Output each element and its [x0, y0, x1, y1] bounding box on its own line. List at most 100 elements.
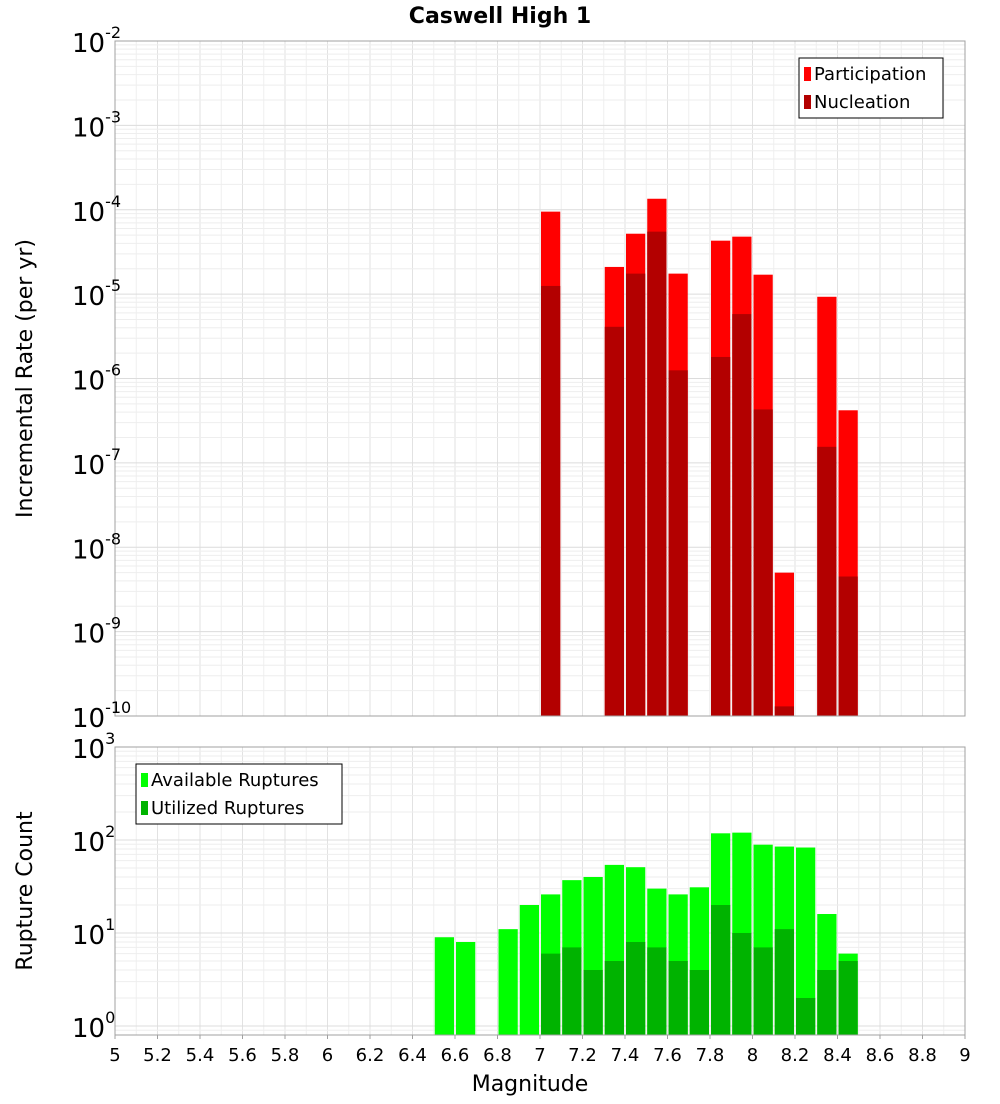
x-tick-label: 6.6 [441, 1045, 470, 1066]
x-tick-label: 5.4 [186, 1045, 215, 1066]
bar-secondary [838, 960, 858, 1035]
bar-secondary [796, 997, 816, 1035]
bar-secondary [732, 314, 752, 716]
y-axis-label: Rupture Count [13, 811, 38, 971]
x-tick-label: 7 [534, 1045, 545, 1066]
bar-secondary [604, 326, 624, 716]
plot-panel-top: 10-1010-910-810-710-610-510-410-310-2Inc… [13, 23, 966, 734]
bar-secondary [541, 953, 561, 1035]
bar-secondary [817, 969, 837, 1035]
legend-box [798, 57, 944, 119]
y-tick-label: 10-10 [72, 698, 131, 734]
x-tick-label: 5.6 [228, 1045, 257, 1066]
legend-label: Utilized Ruptures [151, 798, 304, 819]
y-tick-label: 100 [72, 1008, 115, 1044]
bar-primary [519, 904, 539, 1035]
legend-top: Participation Nucleation [798, 57, 944, 119]
y-tick-base: 10 [72, 198, 105, 228]
y-tick-base: 10 [72, 828, 105, 858]
y-tick-label: 10-4 [72, 192, 121, 228]
x-tick-label: 8.2 [781, 1045, 810, 1066]
x-tick-label: 6 [322, 1045, 333, 1066]
y-tick-exponent: -7 [105, 445, 121, 464]
x-tick-label: 5.8 [271, 1045, 300, 1066]
bar-secondary [774, 929, 794, 1035]
y-tick-base: 10 [72, 367, 105, 397]
bar-primary [456, 942, 476, 1035]
legend-bottom: Available Ruptures Utilized Ruptures [135, 763, 343, 825]
bar-secondary [732, 932, 752, 1035]
bar-secondary [817, 446, 837, 716]
y-tick-label: 10-8 [72, 529, 121, 565]
legend-label: Participation [814, 64, 926, 85]
y-tick-exponent: 1 [105, 915, 115, 934]
legend-label: Nucleation [814, 92, 910, 113]
bar-secondary [647, 947, 667, 1035]
y-tick-base: 10 [72, 704, 105, 734]
bar-secondary [668, 370, 688, 716]
y-tick-exponent: -8 [105, 529, 121, 548]
bar-secondary [583, 969, 603, 1035]
legend-swatch [804, 95, 811, 109]
y-tick-base: 10 [72, 921, 105, 951]
y-tick-label: 10-9 [72, 614, 121, 650]
bar-secondary [647, 231, 667, 716]
y-tick-base: 10 [72, 29, 105, 59]
y-tick-exponent: -6 [105, 361, 121, 380]
y-tick-label: 102 [72, 822, 115, 858]
x-tick-label: 7.2 [568, 1045, 597, 1066]
chart-title: Caswell High 1 [409, 4, 591, 29]
bar-secondary [774, 706, 794, 716]
y-tick-label: 103 [72, 729, 115, 765]
legend-box [135, 763, 343, 825]
x-tick-label: 8.4 [823, 1045, 852, 1066]
legend-swatch [141, 801, 148, 815]
bar-primary [498, 929, 518, 1035]
y-tick-base: 10 [72, 282, 105, 312]
x-tick-label: 9 [959, 1045, 970, 1066]
x-tick-label: 8 [747, 1045, 758, 1066]
y-tick-label: 10-6 [72, 361, 121, 397]
bar-primary [796, 847, 816, 1035]
y-tick-label: 10-3 [72, 107, 121, 143]
x-tick-label: 8.8 [908, 1045, 937, 1066]
bar-primary [774, 572, 794, 716]
legend-swatch [804, 67, 811, 81]
bar-secondary [626, 942, 646, 1035]
bar-secondary [562, 947, 582, 1035]
bar-secondary [711, 356, 731, 716]
x-tick-label: 5.2 [143, 1045, 172, 1066]
y-axis-label: Incremental Rate (per yr) [13, 239, 38, 518]
x-tick-label: 6.4 [398, 1045, 427, 1066]
x-tick-label: 7.4 [611, 1045, 640, 1066]
x-tick-label: 8.6 [866, 1045, 895, 1066]
y-tick-exponent: 2 [105, 822, 115, 841]
bar-secondary [668, 960, 688, 1035]
y-tick-label: 10-2 [72, 23, 121, 59]
legend-label: Available Ruptures [151, 770, 319, 791]
bar-secondary [753, 947, 773, 1035]
x-tick-label: 6.2 [356, 1045, 385, 1066]
y-tick-exponent: -10 [105, 698, 131, 717]
legend-swatch [141, 773, 148, 787]
x-tick-label: 6.8 [483, 1045, 512, 1066]
y-tick-base: 10 [72, 620, 105, 650]
bar-secondary [753, 409, 773, 716]
x-tick-label: 7.8 [696, 1045, 725, 1066]
y-tick-base: 10 [72, 535, 105, 565]
y-tick-base: 10 [72, 735, 105, 765]
y-tick-base: 10 [72, 451, 105, 481]
bar-secondary [689, 969, 709, 1035]
bar-primary [434, 937, 454, 1035]
plot-border-top [114, 40, 966, 717]
bar-secondary [711, 904, 731, 1035]
y-tick-base: 10 [72, 113, 105, 143]
y-tick-label: 10-5 [72, 276, 121, 312]
y-tick-base: 10 [72, 1014, 105, 1044]
y-tick-label: 10-7 [72, 445, 121, 481]
y-tick-exponent: -2 [105, 23, 121, 42]
y-tick-exponent: -3 [105, 107, 121, 126]
